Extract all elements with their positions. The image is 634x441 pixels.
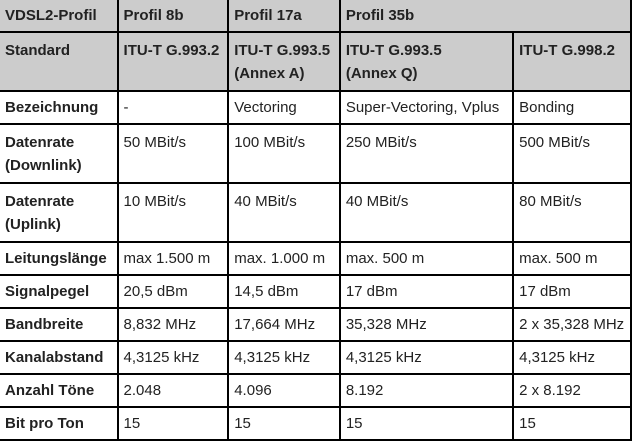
header-cell-profil-35b: Profil 35b — [338, 0, 633, 33]
table-cell: 100 MBit/s — [227, 123, 341, 184]
row-label-line: Datenrate — [5, 193, 75, 210]
cell-text: (Annex Q) — [345, 65, 418, 82]
row-label: Kanalabstand — [0, 340, 119, 375]
header-row: VDSL2-Profil Profil 8b Profil 17a Profil… — [0, 0, 633, 33]
table-cell: Super-Vectoring, Vplus — [338, 90, 515, 125]
row-label-line: (Uplink) — [5, 216, 61, 233]
table-cell: 40 MBit/s — [227, 182, 341, 243]
table-cell: - — [116, 90, 230, 125]
row-label-standard: Standard — [0, 31, 119, 92]
header-cell-profil-8b: Profil 8b — [116, 0, 230, 33]
cell-text: ITU-T G.993.5 — [234, 42, 331, 59]
table-cell: 4,3125 kHz — [338, 340, 515, 375]
table-cell: max 1.500 m — [116, 241, 230, 276]
table-cell: 2 x 8.192 — [512, 373, 632, 408]
table-cell: 8.192 — [338, 373, 515, 408]
cell-text: ITU-T G.993.5 — [345, 42, 442, 59]
table-cell: max. 1.000 m — [227, 241, 341, 276]
table-row-kanalabstand: Kanalabstand 4,3125 kHz 4,3125 kHz 4,312… — [0, 340, 632, 375]
table-row-bezeichnung: Bezeichnung - Vectoring Super-Vectoring,… — [0, 90, 632, 125]
cell-text: ITU-T G.998.2 — [519, 42, 615, 59]
table-cell: Bonding — [512, 90, 632, 125]
row-label-line: (Downlink) — [5, 157, 82, 174]
table-cell: 15 — [512, 406, 632, 441]
standard-row: Standard ITU-T G.993.2 ITU-T G.993.5 (Ann… — [0, 31, 632, 92]
table-cell: 500 MBit/s — [512, 123, 632, 184]
table-cell: max. 500 m — [338, 241, 515, 276]
table-cell: 40 MBit/s — [338, 182, 515, 243]
standard-cell: ITU-T G.993.5 (Annex Q) — [338, 31, 515, 92]
row-label: Leitungslänge — [0, 241, 119, 276]
table-cell: 8,832 MHz — [116, 307, 230, 342]
row-label: Bit pro Ton — [0, 406, 119, 441]
table-cell: 80 MBit/s — [512, 182, 632, 243]
table-cell: 17 dBm — [512, 274, 632, 309]
table-cell: 4,3125 kHz — [512, 340, 632, 375]
header-cell-vdsl2-profil: VDSL2-Profil — [0, 0, 119, 33]
standard-cell: ITU-T G.993.5 (Annex A) — [227, 31, 341, 92]
table-cell: 15 — [227, 406, 341, 441]
table-cell: 15 — [338, 406, 515, 441]
row-label: Datenrate (Uplink) — [0, 182, 119, 243]
row-label: Datenrate (Downlink) — [0, 123, 119, 184]
table-cell: 2.048 — [116, 373, 230, 408]
table-row-bandbreite: Bandbreite 8,832 MHz 17,664 MHz 35,328 M… — [0, 307, 632, 342]
table-cell: 4.096 — [227, 373, 341, 408]
table-cell: Vectoring — [227, 90, 341, 125]
table-row-leitungslaenge: Leitungslänge max 1.500 m max. 1.000 m m… — [0, 241, 632, 276]
table-row-signalpegel: Signalpegel 20,5 dBm 14,5 dBm 17 dBm 17 … — [0, 274, 632, 309]
row-label: Bezeichnung — [0, 90, 119, 125]
table-cell: 35,328 MHz — [338, 307, 515, 342]
table-cell: 250 MBit/s — [338, 123, 515, 184]
table-row-datenrate-downlink: Datenrate (Downlink) 50 MBit/s 100 MBit/s… — [0, 123, 632, 184]
table-cell: 50 MBit/s — [116, 123, 230, 184]
header-cell-profil-17a: Profil 17a — [227, 0, 341, 33]
cell-text: (Annex A) — [234, 65, 305, 82]
cell-text: ITU-T G.993.2 — [123, 42, 220, 59]
table-cell: 20,5 dBm — [116, 274, 230, 309]
standard-cell: ITU-T G.998.2 — [512, 31, 632, 92]
row-label: Anzahl Töne — [0, 373, 119, 408]
row-label: Signalpegel — [0, 274, 119, 309]
table-cell: 4,3125 kHz — [227, 340, 341, 375]
table-cell: 17 dBm — [338, 274, 515, 309]
table-cell: 17,664 MHz — [227, 307, 341, 342]
table-cell: 14,5 dBm — [227, 274, 341, 309]
table-row-anzahl-toene: Anzahl Töne 2.048 4.096 8.192 2 x 8.192 — [0, 373, 632, 408]
table-row-bit-pro-ton: Bit pro Ton 15 15 15 15 — [0, 406, 632, 441]
table-cell: 2 x 35,328 MHz — [512, 307, 632, 342]
row-label: Bandbreite — [0, 307, 119, 342]
table-cell: 4,3125 kHz — [116, 340, 230, 375]
table-cell: 10 MBit/s — [116, 182, 230, 243]
row-label-line: Datenrate — [5, 134, 75, 151]
table-cell: max. 500 m — [512, 241, 632, 276]
table-cell: 15 — [116, 406, 230, 441]
table-row-datenrate-uplink: Datenrate (Uplink) 10 MBit/s 40 MBit/s 40… — [0, 182, 632, 243]
standard-cell: ITU-T G.993.2 — [116, 31, 230, 92]
